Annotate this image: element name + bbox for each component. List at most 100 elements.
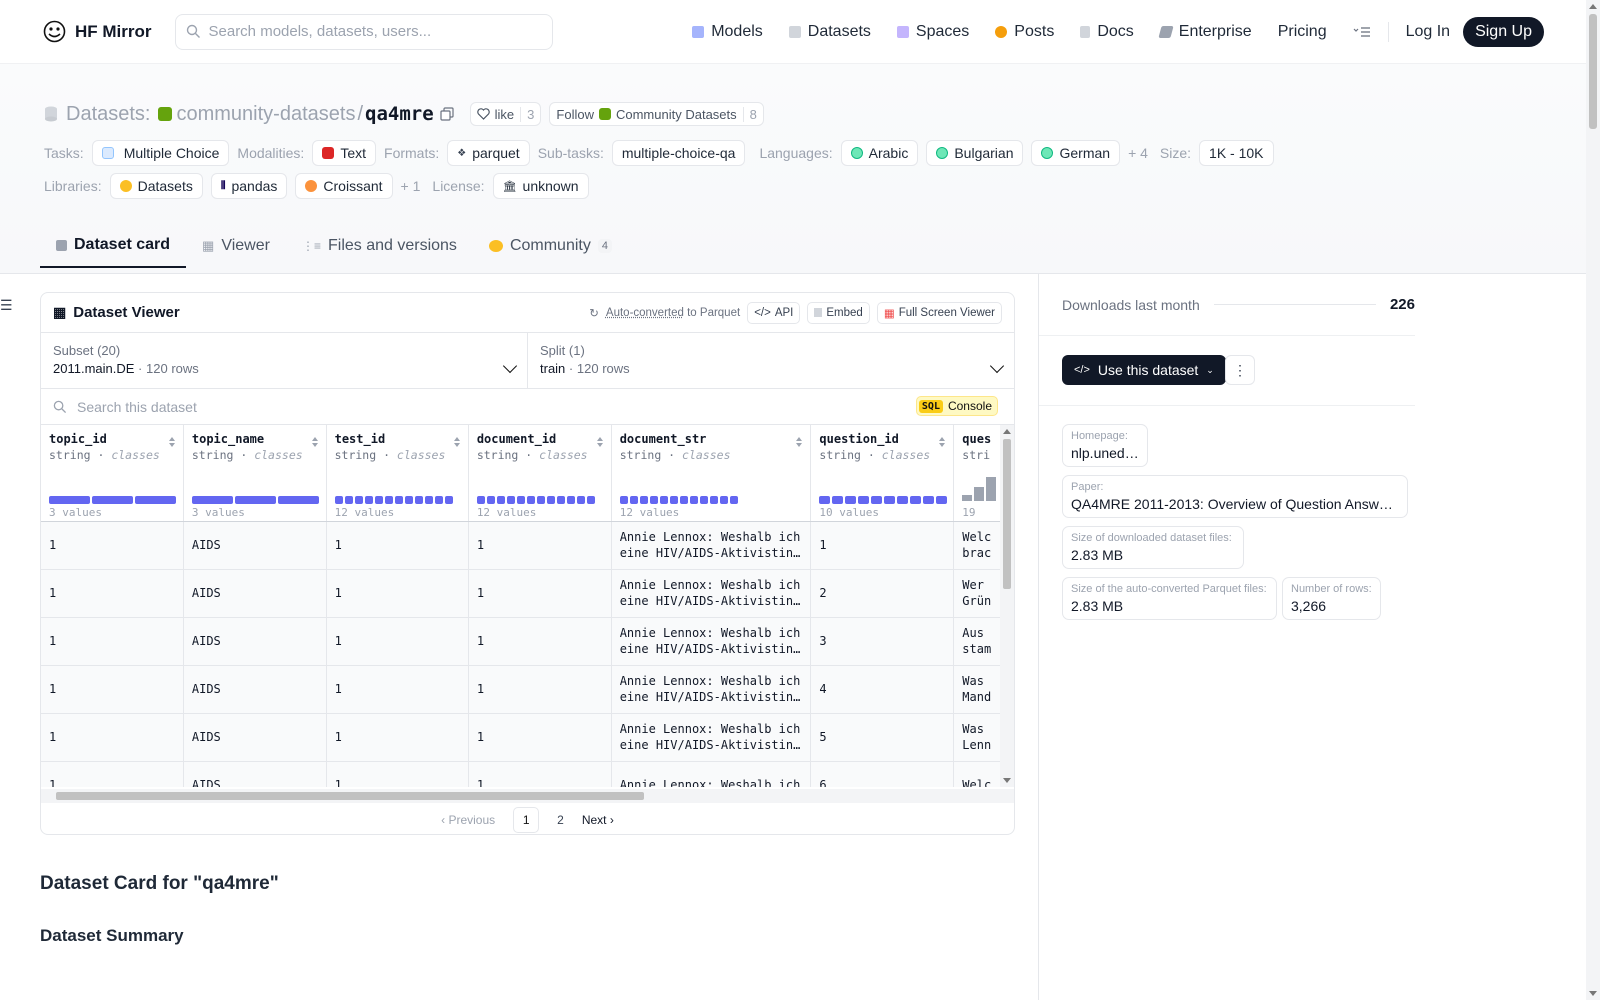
distribution-bar[interactable] bbox=[496, 495, 505, 504]
nav-enterprise[interactable]: Enterprise bbox=[1147, 14, 1265, 50]
table-cell[interactable]: 6 bbox=[810, 761, 955, 787]
split-selector[interactable]: Split (1) train · 120 rows bbox=[527, 333, 1014, 388]
sort-icon[interactable] bbox=[938, 435, 946, 447]
more-options-button[interactable]: ⋮ bbox=[1225, 355, 1255, 385]
page-vertical-scrollbar[interactable] bbox=[1586, 0, 1600, 1000]
table-cell[interactable]: Annie Lennox: Weshalb ich eine HIV/AIDS-… bbox=[611, 713, 812, 762]
distribution-bar[interactable] bbox=[354, 495, 363, 504]
embed-button[interactable]: Embed bbox=[807, 301, 870, 324]
language-tag[interactable]: Arabic bbox=[840, 140, 919, 166]
distribution-bar[interactable] bbox=[619, 495, 628, 504]
table-cell[interactable]: Annie Lennox: Weshalb ich eine HIV/AIDS-… bbox=[611, 521, 812, 570]
full-screen-button[interactable]: ▦ Full Screen Viewer bbox=[876, 301, 1002, 324]
column-header[interactable]: document_id string · classes 12 values bbox=[468, 425, 612, 522]
table-cell[interactable]: 5 bbox=[810, 713, 955, 762]
library-tag[interactable]: ⫴ pandas bbox=[210, 173, 288, 199]
previous-page-button[interactable]: ‹ Previous bbox=[441, 813, 496, 827]
table-row[interactable]: 1 AIDS 1 1 Annie Lennox: Weshalb ich 6 Welc bbox=[41, 761, 1014, 787]
paper-value[interactable]: QA4MRE 2011-2013: Overview of Question A… bbox=[1071, 496, 1399, 512]
distribution-bar[interactable] bbox=[936, 495, 948, 504]
distribution-bar[interactable] bbox=[444, 495, 453, 504]
sort-icon[interactable] bbox=[596, 435, 604, 447]
distribution-bar[interactable] bbox=[649, 495, 658, 504]
distribution-bar[interactable] bbox=[394, 495, 403, 504]
page-vscroll-thumb[interactable] bbox=[1589, 14, 1597, 129]
dataset-search-input[interactable]: Search this dataset SQL Console bbox=[41, 389, 1014, 425]
histogram-bar[interactable] bbox=[962, 494, 973, 501]
global-search-input[interactable]: Search models, datasets, users... bbox=[174, 13, 553, 50]
distribution-bar[interactable] bbox=[629, 495, 638, 504]
distribution-bar[interactable] bbox=[234, 495, 276, 504]
distribution-bar[interactable] bbox=[832, 495, 844, 504]
modality-tag[interactable]: Text bbox=[312, 140, 377, 166]
table-cell[interactable]: Annie Lennox: Weshalb ich eine HIV/AIDS-… bbox=[611, 665, 812, 714]
nav-more-menu[interactable] bbox=[1340, 14, 1384, 50]
distribution-bar[interactable] bbox=[679, 495, 688, 504]
like-button[interactable]: like 3 bbox=[469, 102, 542, 126]
distribution-bar[interactable] bbox=[709, 495, 718, 504]
distribution-bar[interactable] bbox=[639, 495, 648, 504]
section-label[interactable]: Datasets: bbox=[66, 102, 151, 125]
table-row[interactable]: 1 AIDS 1 1 Annie Lennox: Weshalb ich eine HI… bbox=[41, 617, 1014, 666]
task-tag[interactable]: Multiple Choice bbox=[91, 140, 230, 166]
distribution-bar[interactable] bbox=[191, 495, 233, 504]
distribution-bar[interactable] bbox=[92, 495, 133, 504]
nav-models[interactable]: Models bbox=[679, 14, 776, 50]
library-tag[interactable]: Croissant bbox=[295, 173, 393, 199]
column-header[interactable]: topic_id string · classes 3 values bbox=[41, 425, 184, 522]
column-header[interactable]: topic_name string · classes 3 values bbox=[183, 425, 327, 522]
tab-dataset-card[interactable]: Dataset card bbox=[40, 224, 187, 268]
tab-community[interactable]: Community 4 bbox=[473, 224, 628, 268]
table-cell[interactable]: AIDS bbox=[183, 665, 327, 714]
dataset-name[interactable]: qa4mre bbox=[365, 103, 434, 125]
distribution-bar[interactable] bbox=[516, 495, 525, 504]
table-vscroll-thumb[interactable] bbox=[1003, 439, 1011, 589]
distribution-bar[interactable] bbox=[923, 495, 935, 504]
value-distribution-bars[interactable] bbox=[619, 495, 738, 504]
value-distribution-bars[interactable] bbox=[476, 495, 595, 504]
table-cell[interactable]: Annie Lennox: Weshalb ich bbox=[611, 761, 812, 787]
page-1-button[interactable]: 1 bbox=[513, 807, 540, 833]
value-distribution-bars[interactable] bbox=[819, 495, 948, 504]
sort-icon[interactable] bbox=[311, 435, 319, 447]
table-cell[interactable]: 1 bbox=[41, 761, 184, 787]
table-cell[interactable]: AIDS bbox=[183, 617, 327, 666]
distribution-bar[interactable] bbox=[729, 495, 738, 504]
table-cell[interactable]: 1 bbox=[326, 761, 469, 787]
distribution-bar[interactable] bbox=[277, 495, 319, 504]
tab-viewer[interactable]: ▦ Viewer bbox=[186, 224, 286, 268]
distribution-bar[interactable] bbox=[566, 495, 575, 504]
table-cell[interactable]: 1 bbox=[468, 713, 612, 762]
table-cell[interactable]: AIDS bbox=[183, 713, 327, 762]
table-cell[interactable]: AIDS bbox=[183, 569, 327, 618]
table-vertical-scrollbar[interactable] bbox=[1000, 425, 1014, 787]
table-cell[interactable]: 1 bbox=[810, 521, 955, 570]
signup-button[interactable]: Sign Up bbox=[1463, 16, 1544, 47]
table-cell[interactable]: AIDS bbox=[183, 521, 327, 570]
distribution-bar[interactable] bbox=[476, 495, 485, 504]
table-cell[interactable]: 1 bbox=[41, 521, 184, 570]
distribution-bar[interactable] bbox=[556, 495, 565, 504]
distribution-bar[interactable] bbox=[334, 495, 343, 504]
next-page-button[interactable]: Next › bbox=[581, 813, 614, 827]
table-row[interactable]: 1 AIDS 1 1 Annie Lennox: Weshalb ich eine HI… bbox=[41, 569, 1014, 618]
distribution-bar[interactable] bbox=[910, 495, 922, 504]
distribution-bar[interactable] bbox=[897, 495, 909, 504]
distribution-bar[interactable] bbox=[699, 495, 708, 504]
column-header[interactable]: question_id string · classes 10 values bbox=[810, 425, 955, 522]
nav-pricing[interactable]: Pricing bbox=[1265, 14, 1340, 50]
table-cell[interactable]: 1 bbox=[326, 521, 469, 570]
value-distribution-bars[interactable] bbox=[334, 495, 453, 504]
nav-spaces[interactable]: Spaces bbox=[884, 14, 982, 50]
table-cell[interactable]: 1 bbox=[468, 617, 612, 666]
distribution-bar[interactable] bbox=[669, 495, 678, 504]
distribution-bar[interactable] bbox=[135, 495, 176, 504]
table-cell[interactable]: 1 bbox=[468, 521, 612, 570]
distribution-bar[interactable] bbox=[384, 495, 393, 504]
brand-logo[interactable]: HF Mirror bbox=[42, 19, 152, 44]
distribution-bar[interactable] bbox=[536, 495, 545, 504]
table-row[interactable]: 1 AIDS 1 1 Annie Lennox: Weshalb ich eine HI… bbox=[41, 665, 1014, 714]
sort-icon[interactable] bbox=[453, 435, 461, 447]
table-cell[interactable]: 1 bbox=[326, 665, 469, 714]
distribution-bar[interactable] bbox=[414, 495, 423, 504]
